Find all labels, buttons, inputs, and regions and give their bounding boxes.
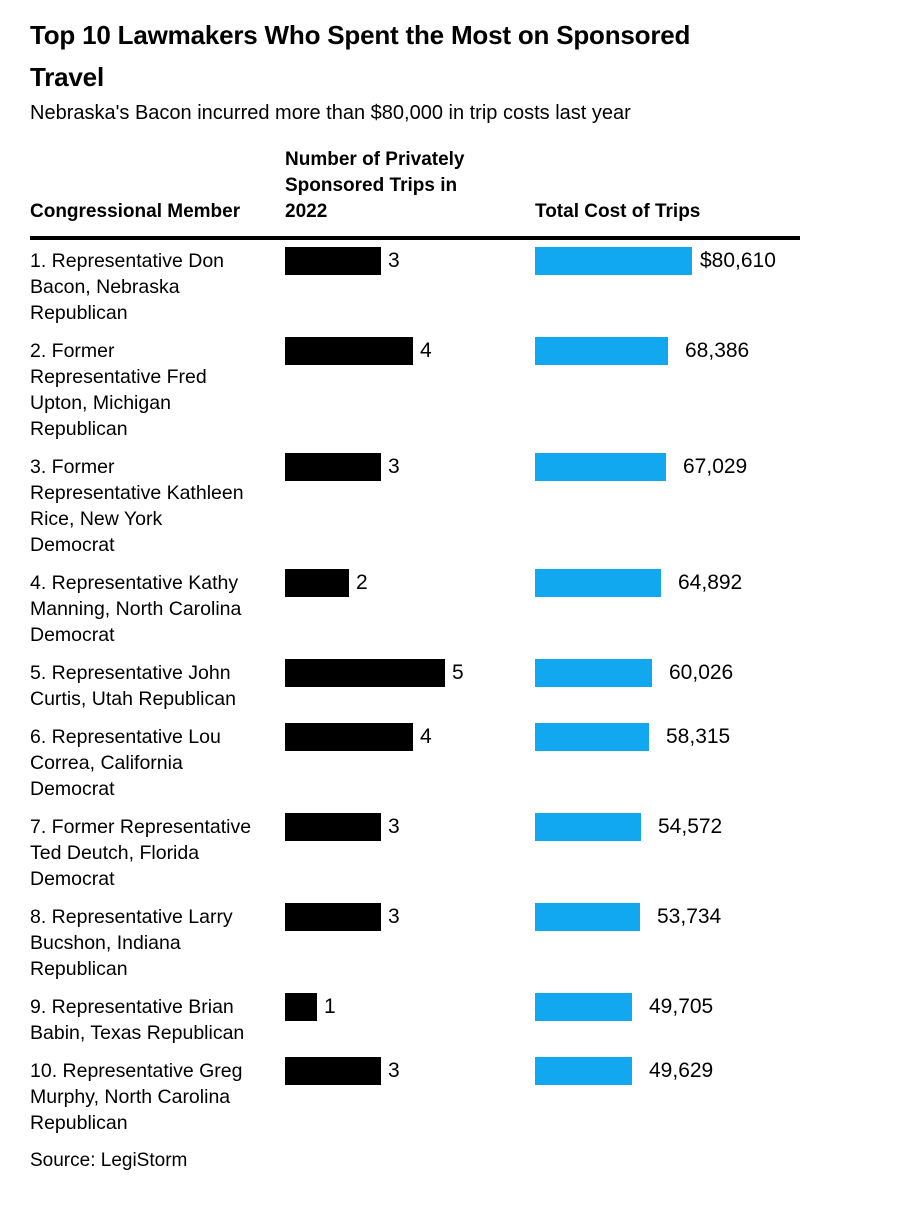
table-row: 6. Representative Lou Correa, California… xyxy=(30,723,800,802)
trips-bar xyxy=(285,903,381,931)
trips-bar-cell: 3 xyxy=(285,813,535,841)
table-row: 7. Former Representative Ted Deutch, Flo… xyxy=(30,813,800,892)
table-row: 1. Representative Don Bacon, Nebraska Re… xyxy=(30,247,800,326)
trips-value: 5 xyxy=(452,661,464,684)
trips-bar xyxy=(285,723,413,751)
trips-value: 4 xyxy=(420,725,432,748)
trips-bar xyxy=(285,453,381,481)
trips-bar xyxy=(285,247,381,275)
trips-value: 2 xyxy=(356,571,368,594)
trips-value: 1 xyxy=(324,995,336,1018)
trips-bar-cell: 1 xyxy=(285,993,535,1021)
table-header: Congressional Member Number of Privately… xyxy=(30,147,800,225)
table-row: 2. Former Representative Fred Upton, Mic… xyxy=(30,337,800,442)
cost-bar-cell: 49,629 xyxy=(535,1057,800,1085)
trips-bar-cell: 3 xyxy=(285,1057,535,1085)
cost-value: 67,029 xyxy=(683,455,748,478)
source-note: Source: LegiStorm xyxy=(30,1150,188,1171)
column-header-trips: Number of Privately Sponsored Trips in 2… xyxy=(285,149,465,222)
column-header-member: Congressional Member xyxy=(30,201,241,222)
member-name: 3. Former Representative Kathleen Rice, … xyxy=(30,456,244,556)
cost-value: 58,315 xyxy=(666,725,731,748)
table-row: 10. Representative Greg Murphy, North Ca… xyxy=(30,1057,800,1136)
member-name: 1. Representative Don Bacon, Nebraska Re… xyxy=(30,250,225,324)
table-row: 4. Representative Kathy Manning, North C… xyxy=(30,569,800,648)
cost-bar-cell: 53,734 xyxy=(535,903,800,931)
cost-value: 64,892 xyxy=(678,571,743,594)
cost-value: 53,734 xyxy=(657,905,722,928)
trips-bar xyxy=(285,569,349,597)
cost-bar xyxy=(535,723,649,751)
cost-bar-cell: $80,610 xyxy=(535,247,800,275)
cost-bar xyxy=(535,453,666,481)
cost-bar xyxy=(535,903,640,931)
cost-bar-cell: 54,572 xyxy=(535,813,800,841)
chart-subtitle: Nebraska's Bacon incurred more than $80,… xyxy=(30,102,631,124)
member-name: 9. Representative Brian Babin, Texas Rep… xyxy=(30,996,245,1044)
cost-value: 54,572 xyxy=(658,815,723,838)
table-row: 5. Representative John Curtis, Utah Repu… xyxy=(30,659,800,712)
cost-bar-cell: 67,029 xyxy=(535,453,800,481)
cost-bar-cell: 58,315 xyxy=(535,723,800,751)
trips-value: 3 xyxy=(388,455,400,478)
cost-value: $80,610 xyxy=(700,249,776,272)
cost-value: 68,386 xyxy=(685,339,750,362)
member-name: 5. Representative John Curtis, Utah Repu… xyxy=(30,662,236,710)
member-name: 8. Representative Larry Bucshon, Indiana… xyxy=(30,906,233,980)
trips-value: 3 xyxy=(388,1059,400,1082)
trips-value: 3 xyxy=(388,905,400,928)
trips-bar xyxy=(285,993,317,1021)
chart-title: Top 10 Lawmakers Who Spent the Most on S… xyxy=(30,20,691,92)
trips-bar xyxy=(285,813,381,841)
cost-value: 60,026 xyxy=(669,661,734,684)
cost-bar xyxy=(535,569,661,597)
trips-value: 3 xyxy=(388,815,400,838)
trips-bar-cell: 3 xyxy=(285,247,535,275)
trips-bar-cell: 4 xyxy=(285,723,535,751)
trips-bar xyxy=(285,659,445,687)
cost-bar xyxy=(535,247,692,275)
trips-bar-cell: 2 xyxy=(285,569,535,597)
cost-bar xyxy=(535,993,632,1021)
member-name: 6. Representative Lou Correa, California… xyxy=(30,726,221,800)
cost-bar-cell: 64,892 xyxy=(535,569,800,597)
trips-value: 4 xyxy=(420,339,432,362)
trips-bar-cell: 5 xyxy=(285,659,535,687)
trips-bar-cell: 4 xyxy=(285,337,535,365)
cost-bar xyxy=(535,659,652,687)
cost-bar xyxy=(535,1057,632,1085)
cost-bar xyxy=(535,337,668,365)
header-divider xyxy=(30,236,800,240)
trips-bar xyxy=(285,1057,381,1085)
trips-bar-cell: 3 xyxy=(285,453,535,481)
table-row: 8. Representative Larry Bucshon, Indiana… xyxy=(30,903,800,982)
lawmakers-table: Congressional Member Number of Privately… xyxy=(30,147,800,1136)
member-name: 7. Former Representative Ted Deutch, Flo… xyxy=(30,816,252,890)
trips-value: 3 xyxy=(388,249,400,272)
cost-bar-cell: 60,026 xyxy=(535,659,800,687)
table-row: 9. Representative Brian Babin, Texas Rep… xyxy=(30,993,800,1046)
cost-bar xyxy=(535,813,641,841)
cost-value: 49,705 xyxy=(649,995,714,1018)
member-name: 4. Representative Kathy Manning, North C… xyxy=(30,572,242,646)
trips-bar xyxy=(285,337,413,365)
trips-bar-cell: 3 xyxy=(285,903,535,931)
cost-value: 49,629 xyxy=(649,1059,714,1082)
table-row: 3. Former Representative Kathleen Rice, … xyxy=(30,453,800,558)
cost-bar-cell: 49,705 xyxy=(535,993,800,1021)
table-body: 1. Representative Don Bacon, Nebraska Re… xyxy=(30,247,800,1136)
member-name: 2. Former Representative Fred Upton, Mic… xyxy=(30,340,207,440)
cost-bar-cell: 68,386 xyxy=(535,337,800,365)
member-name: 10. Representative Greg Murphy, North Ca… xyxy=(30,1060,243,1134)
column-header-cost: Total Cost of Trips xyxy=(535,201,701,222)
